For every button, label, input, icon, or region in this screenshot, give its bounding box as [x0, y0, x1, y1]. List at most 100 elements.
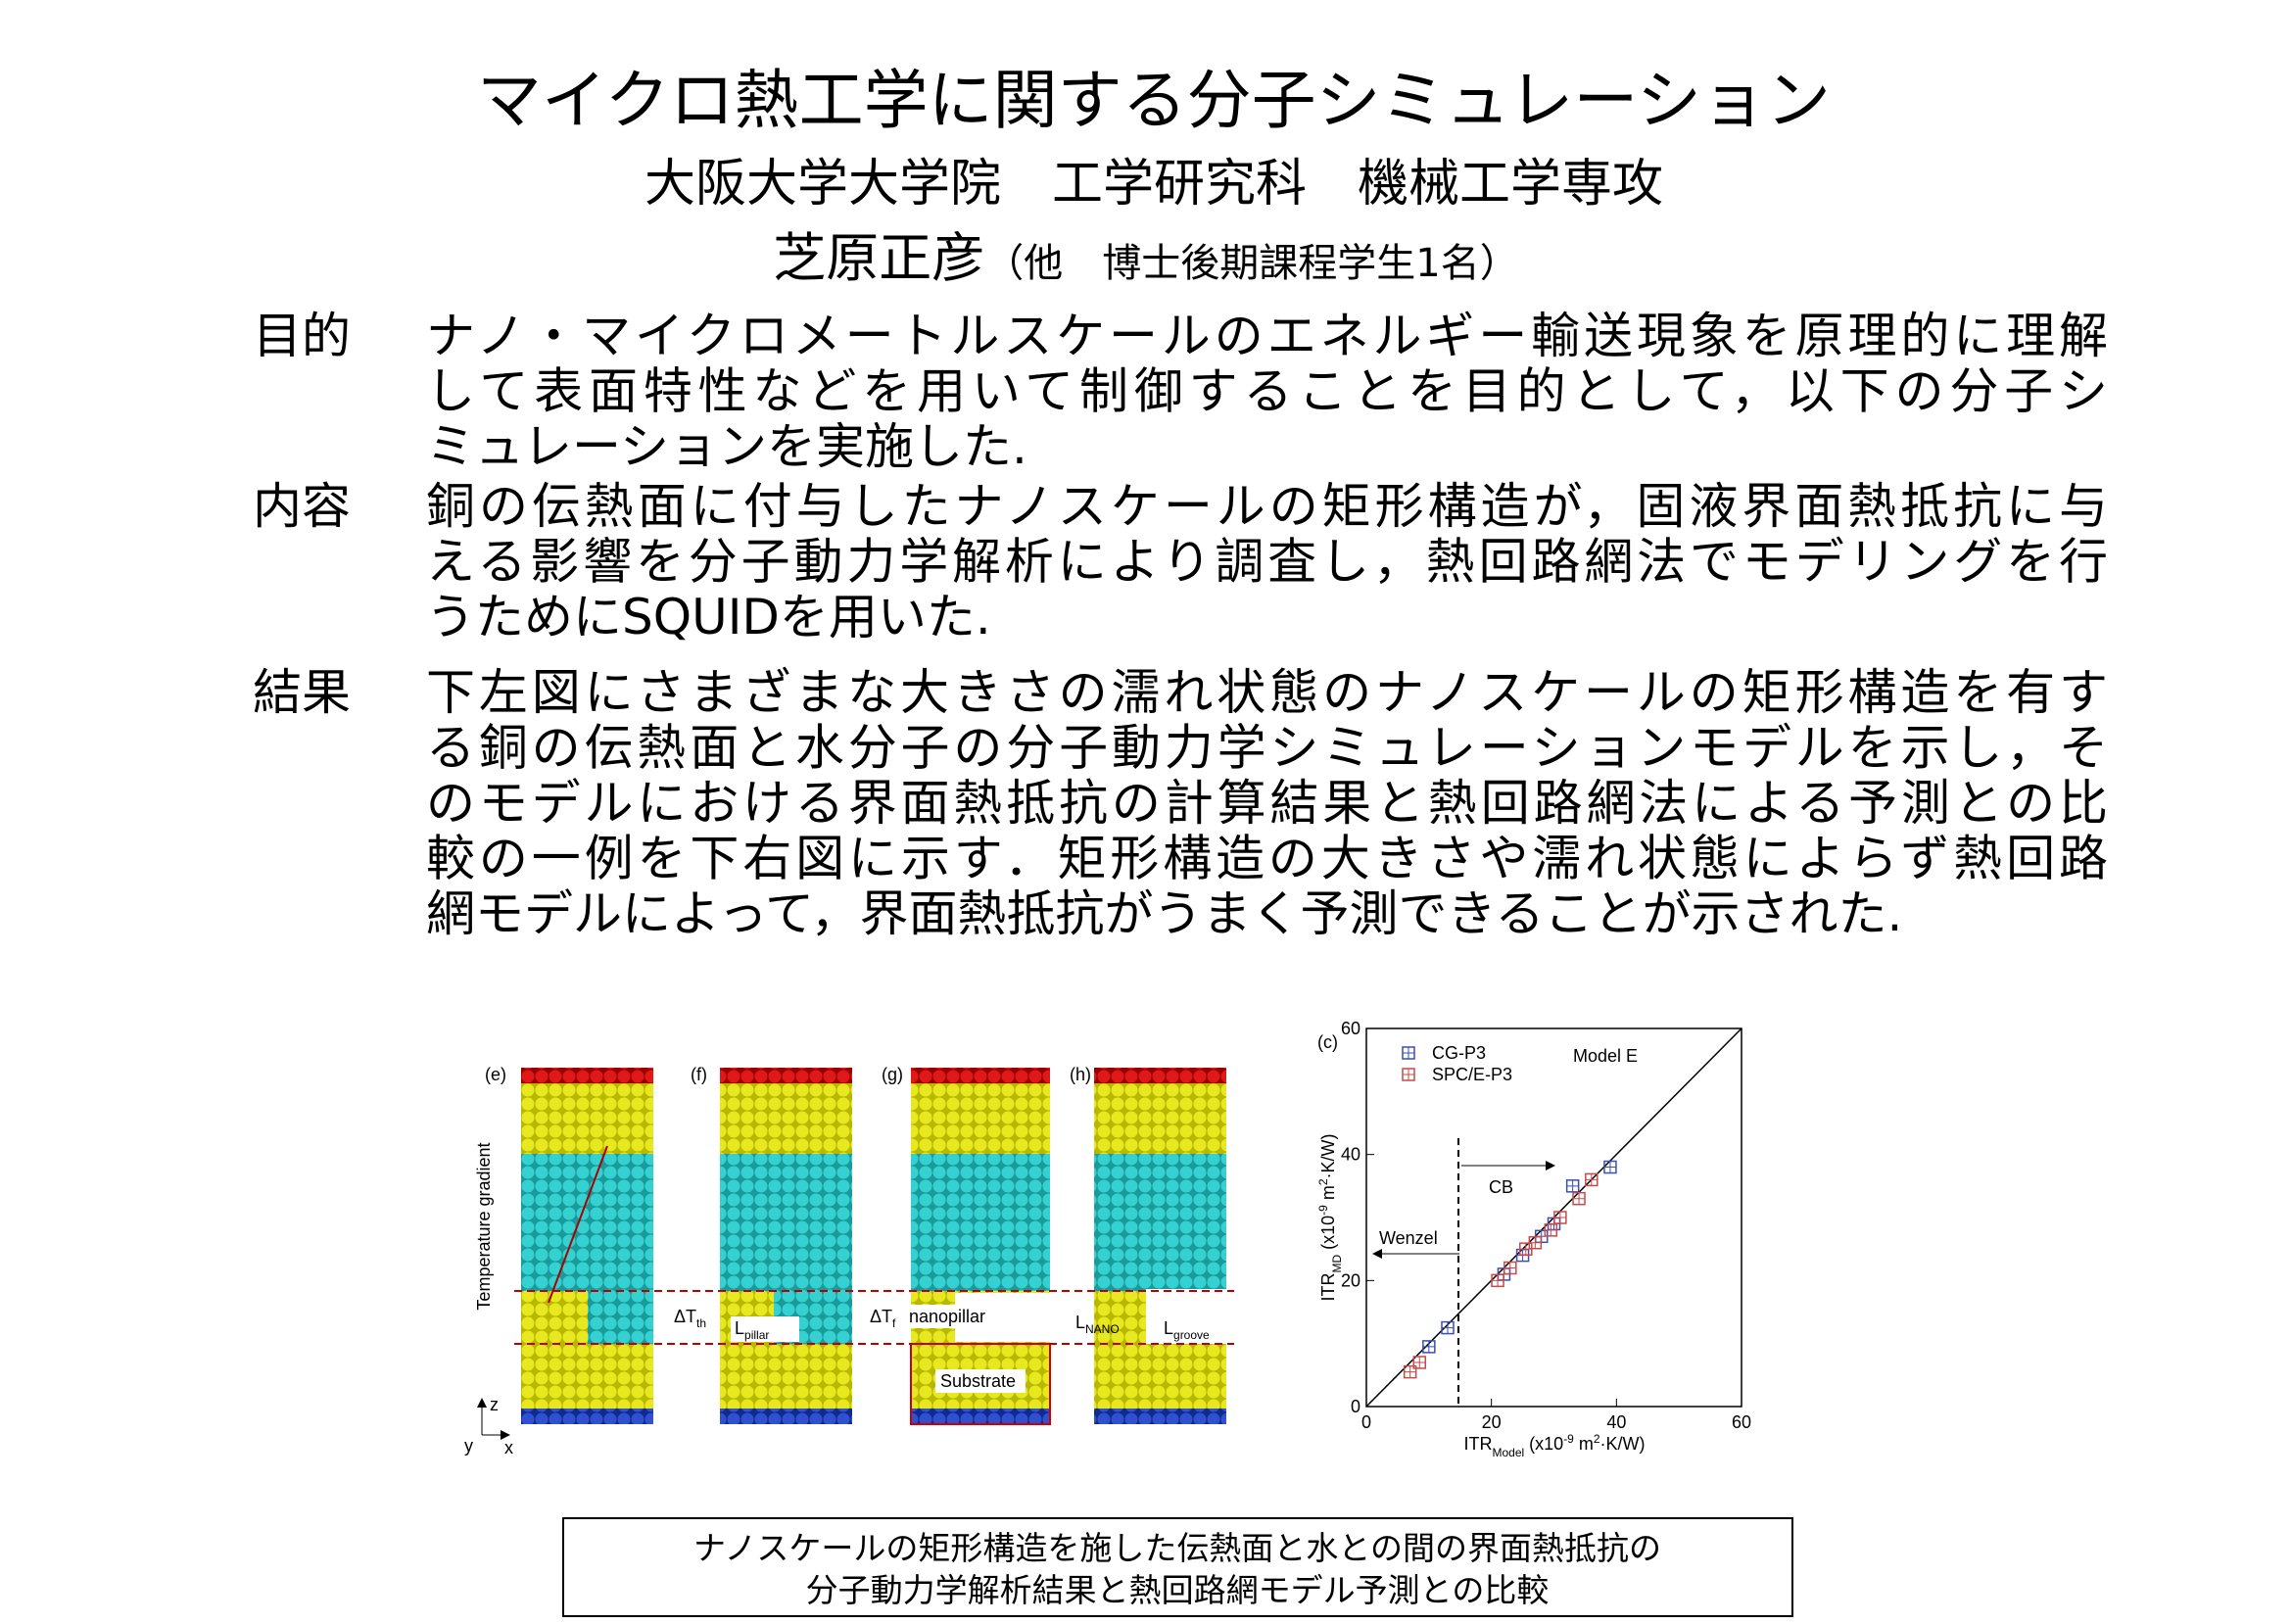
author-line: 芝原正彦（他 博士後期課程学生1名）: [773, 227, 1518, 289]
copper-top: [911, 1082, 1050, 1154]
label-sub: NANO: [1085, 1322, 1120, 1336]
label-main: ΔT: [870, 1307, 892, 1326]
label-part: -9: [1563, 1432, 1574, 1446]
gradient-label: Temperature gradient: [474, 1142, 494, 1310]
data-point: [1603, 1160, 1617, 1174]
cool-layer: [521, 1409, 653, 1424]
data-point: [1528, 1235, 1543, 1250]
panel-label: (e): [485, 1065, 506, 1084]
panel-label: (g): [882, 1065, 903, 1084]
label-part: ·K/W): [1600, 1434, 1646, 1454]
label-main: L: [735, 1318, 744, 1338]
section-text: ナノ・マイクロメートルスケールのエネルギー輸送現象を原理的に理解: [426, 308, 2108, 364]
water-region: [1094, 1154, 1226, 1291]
caption-line: ナノスケールの矩形構造を施した伝熱面と水との間の界面熱抵抗の: [693, 1529, 1661, 1567]
fig-label: Substrate: [940, 1371, 1016, 1391]
label-part: ITR: [1318, 1273, 1338, 1302]
cool-layer: [911, 1409, 1050, 1424]
label-part: (x10: [1524, 1434, 1563, 1454]
data-point: [1572, 1191, 1586, 1206]
x-tick-label: 0: [1361, 1412, 1371, 1432]
fig-label: LNANO: [1075, 1313, 1120, 1336]
label-part: ·K/W): [1318, 1133, 1338, 1178]
label-part: 2: [1316, 1178, 1330, 1185]
label-part: 2: [1594, 1432, 1600, 1446]
section-text: して表面特性などを用いて制御することを目的として，以下の分子シ: [426, 363, 2108, 420]
marker-cross: [1585, 1173, 1598, 1186]
marker-cross: [1503, 1262, 1516, 1274]
marker-cross: [1492, 1274, 1504, 1287]
copper-top: [1094, 1082, 1226, 1154]
section-text: える影響を分子動力学解析により調査し，熱回路網法でモデリングを行: [426, 534, 2108, 591]
fig-label: y: [464, 1436, 473, 1456]
annotation: CB: [1489, 1177, 1513, 1197]
data-point: [1544, 1223, 1558, 1237]
marker-cross: [1441, 1321, 1454, 1334]
cool-layer: [1094, 1409, 1226, 1424]
data-point: [1553, 1211, 1567, 1224]
panel-label: (c): [1317, 1032, 1338, 1052]
data-point: [1585, 1172, 1599, 1187]
marker-cross: [1553, 1212, 1566, 1223]
section-text: 下左図にさまざまな大きさの濡れ状態のナノスケールの矩形構造を有す: [426, 664, 2108, 721]
legend-label: SPC/E-P3: [1432, 1065, 1512, 1084]
marker-cross: [1529, 1236, 1542, 1249]
section-label: 内容: [253, 478, 351, 535]
annotation: Model E: [1573, 1046, 1638, 1066]
annotation: Wenzel: [1379, 1228, 1438, 1248]
data-point: [1503, 1261, 1517, 1275]
x-tick-label: 20: [1482, 1412, 1502, 1432]
y-tick-label: 40: [1341, 1145, 1360, 1165]
water-region: [720, 1154, 852, 1291]
label-main: ΔT: [674, 1307, 696, 1326]
heat-layer: [1094, 1068, 1226, 1083]
title: マイクロ熱工学に関する分子シミュレーション: [477, 63, 1831, 138]
marker-cross: [1545, 1223, 1557, 1236]
affiliation: 大阪大学大学院 工学研究科 機械工学専攻: [644, 155, 1663, 214]
label-part: MD: [1330, 1255, 1344, 1273]
section-text: うためにSQUIDを用いた.: [426, 589, 991, 645]
plot-frame: [1365, 1027, 1742, 1408]
fig-label: Lgroove: [1164, 1318, 1210, 1342]
marker-cross: [1403, 1069, 1414, 1080]
section-label: 結果: [253, 664, 351, 721]
x-tick-label: 40: [1606, 1412, 1626, 1432]
section-text: 較の一例を下右図に示す．矩形構造の大きさや濡れ状態によらず熱回路: [426, 831, 2108, 887]
fig-label: ΔTth: [674, 1307, 706, 1330]
y-tick-label: 20: [1341, 1270, 1360, 1290]
axis-label: ITRMD (x10-9 m2·K/W): [1316, 1133, 1344, 1301]
y-tick-label: 0: [1351, 1397, 1360, 1416]
panel-label: (f): [691, 1065, 707, 1084]
fig-label: Lpillar: [735, 1318, 769, 1342]
section-text: る銅の伝熱面と水分子の分子動力学シミュレーションモデルを示し，そ: [426, 720, 2108, 777]
marker-cross: [1422, 1340, 1435, 1353]
label-bg: [1160, 1316, 1228, 1342]
label-part: ITR: [1463, 1434, 1492, 1454]
label-sub: groove: [1173, 1328, 1210, 1342]
label-sub: th: [696, 1316, 706, 1330]
label-part: Model: [1492, 1446, 1524, 1459]
data-point: [1412, 1356, 1427, 1369]
gradient-arrow: [548, 1145, 608, 1304]
legend-label: CG-P3: [1432, 1043, 1486, 1063]
data-point: [1565, 1179, 1580, 1193]
caption-line: 分子動力学解析結果と熱回路網モデル予測との比較: [806, 1571, 1550, 1609]
heat-layer: [720, 1068, 852, 1083]
label-part: m: [1318, 1185, 1338, 1205]
copper-top: [720, 1082, 852, 1154]
label-part: -9: [1316, 1205, 1330, 1216]
marker-cross: [1603, 1161, 1616, 1173]
fig-label: z: [490, 1395, 499, 1414]
sections: 目的 ナノ・マイクロメートルスケールのエネルギー輸送現象を原理的に理解して表面特性…: [253, 308, 2108, 942]
section-text: 網モデルによって，界面熱抵抗がうまく予測できることが示された.: [426, 885, 1902, 942]
panel-label: (h): [1070, 1065, 1091, 1084]
section-text: のモデルにおける界面熱抵抗の計算結果と熱回路網法による予測との比: [426, 775, 2108, 832]
fig-label: x: [504, 1438, 513, 1457]
marker-cross: [1573, 1192, 1586, 1205]
data-point: [1491, 1273, 1504, 1288]
label-main: L: [1075, 1313, 1085, 1332]
